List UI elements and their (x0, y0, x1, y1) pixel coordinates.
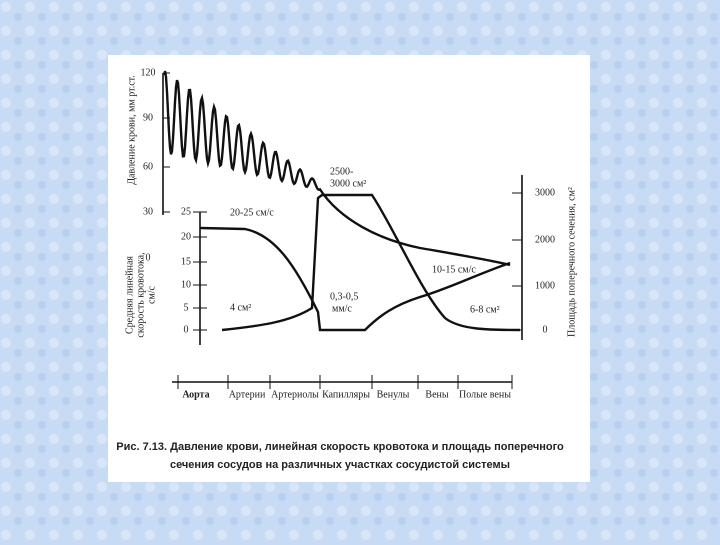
segment-label: Артериолы (271, 389, 319, 400)
segment-label: Аорта (182, 389, 209, 400)
pressure-tick-label: 60 (143, 161, 153, 172)
velocity-tick-label: 10 (181, 279, 191, 290)
velocity-axis-title: скорость кровотока, (135, 252, 146, 337)
area-tick-label: 0 (543, 324, 548, 335)
pressure-tick-label: 90 (143, 112, 153, 123)
area-tick-label: 2000 (535, 234, 555, 245)
area-curve (221, 193, 521, 332)
velocity-tick-label: 0 (184, 324, 189, 335)
pressure-axis-title: Давление крови, мм рт.ст. (126, 75, 137, 185)
annotation: 2500- (330, 166, 353, 177)
annotation: 4 см² (230, 302, 251, 313)
pressure-tick-label: 0 (146, 252, 151, 263)
velocity-axis-title: Средняя линейная (124, 256, 135, 334)
area-axis-title: Площадь поперечного сечения, см² (566, 187, 577, 337)
segment-label: Полые вены (459, 389, 511, 400)
velocity-tick-label: 20 (181, 231, 191, 242)
segment-label: Артерии (229, 389, 266, 400)
caption-line: сечения сосудов на различных участках со… (170, 459, 510, 471)
area-tick-label: 3000 (535, 187, 555, 198)
velocity-tick-label: 5 (184, 302, 189, 313)
segment-label: Венулы (377, 389, 410, 400)
figure-paper (108, 55, 590, 482)
pressure-tick-label: 30 (143, 206, 153, 217)
segment-label: Вены (425, 389, 448, 400)
caption-line: Рис. 7.13. Давление крови, линейная скор… (116, 441, 564, 453)
annotation: 3000 см² (330, 178, 366, 189)
velocity-tick-label: 15 (181, 256, 191, 267)
pressure-tick-label: 120 (141, 67, 156, 78)
figure: Давление крови, мм рт.ст. Площадь попере… (116, 67, 577, 471)
velocity-curve (199, 226, 511, 332)
annotation: 10-15 см/с (432, 264, 476, 275)
velocity-axis-title: см/с (146, 285, 157, 304)
annotation: 6-8 см² (470, 304, 500, 315)
velocity-tick-label: 25 (181, 206, 191, 217)
annotation: 0,3-0,5 (330, 291, 358, 302)
annotation: 20-25 см/с (230, 207, 274, 218)
area-tick-label: 1000 (535, 280, 555, 291)
annotation: мм/с (332, 303, 352, 314)
pressure-curve (163, 70, 511, 267)
segment-label: Капилляры (322, 389, 370, 400)
